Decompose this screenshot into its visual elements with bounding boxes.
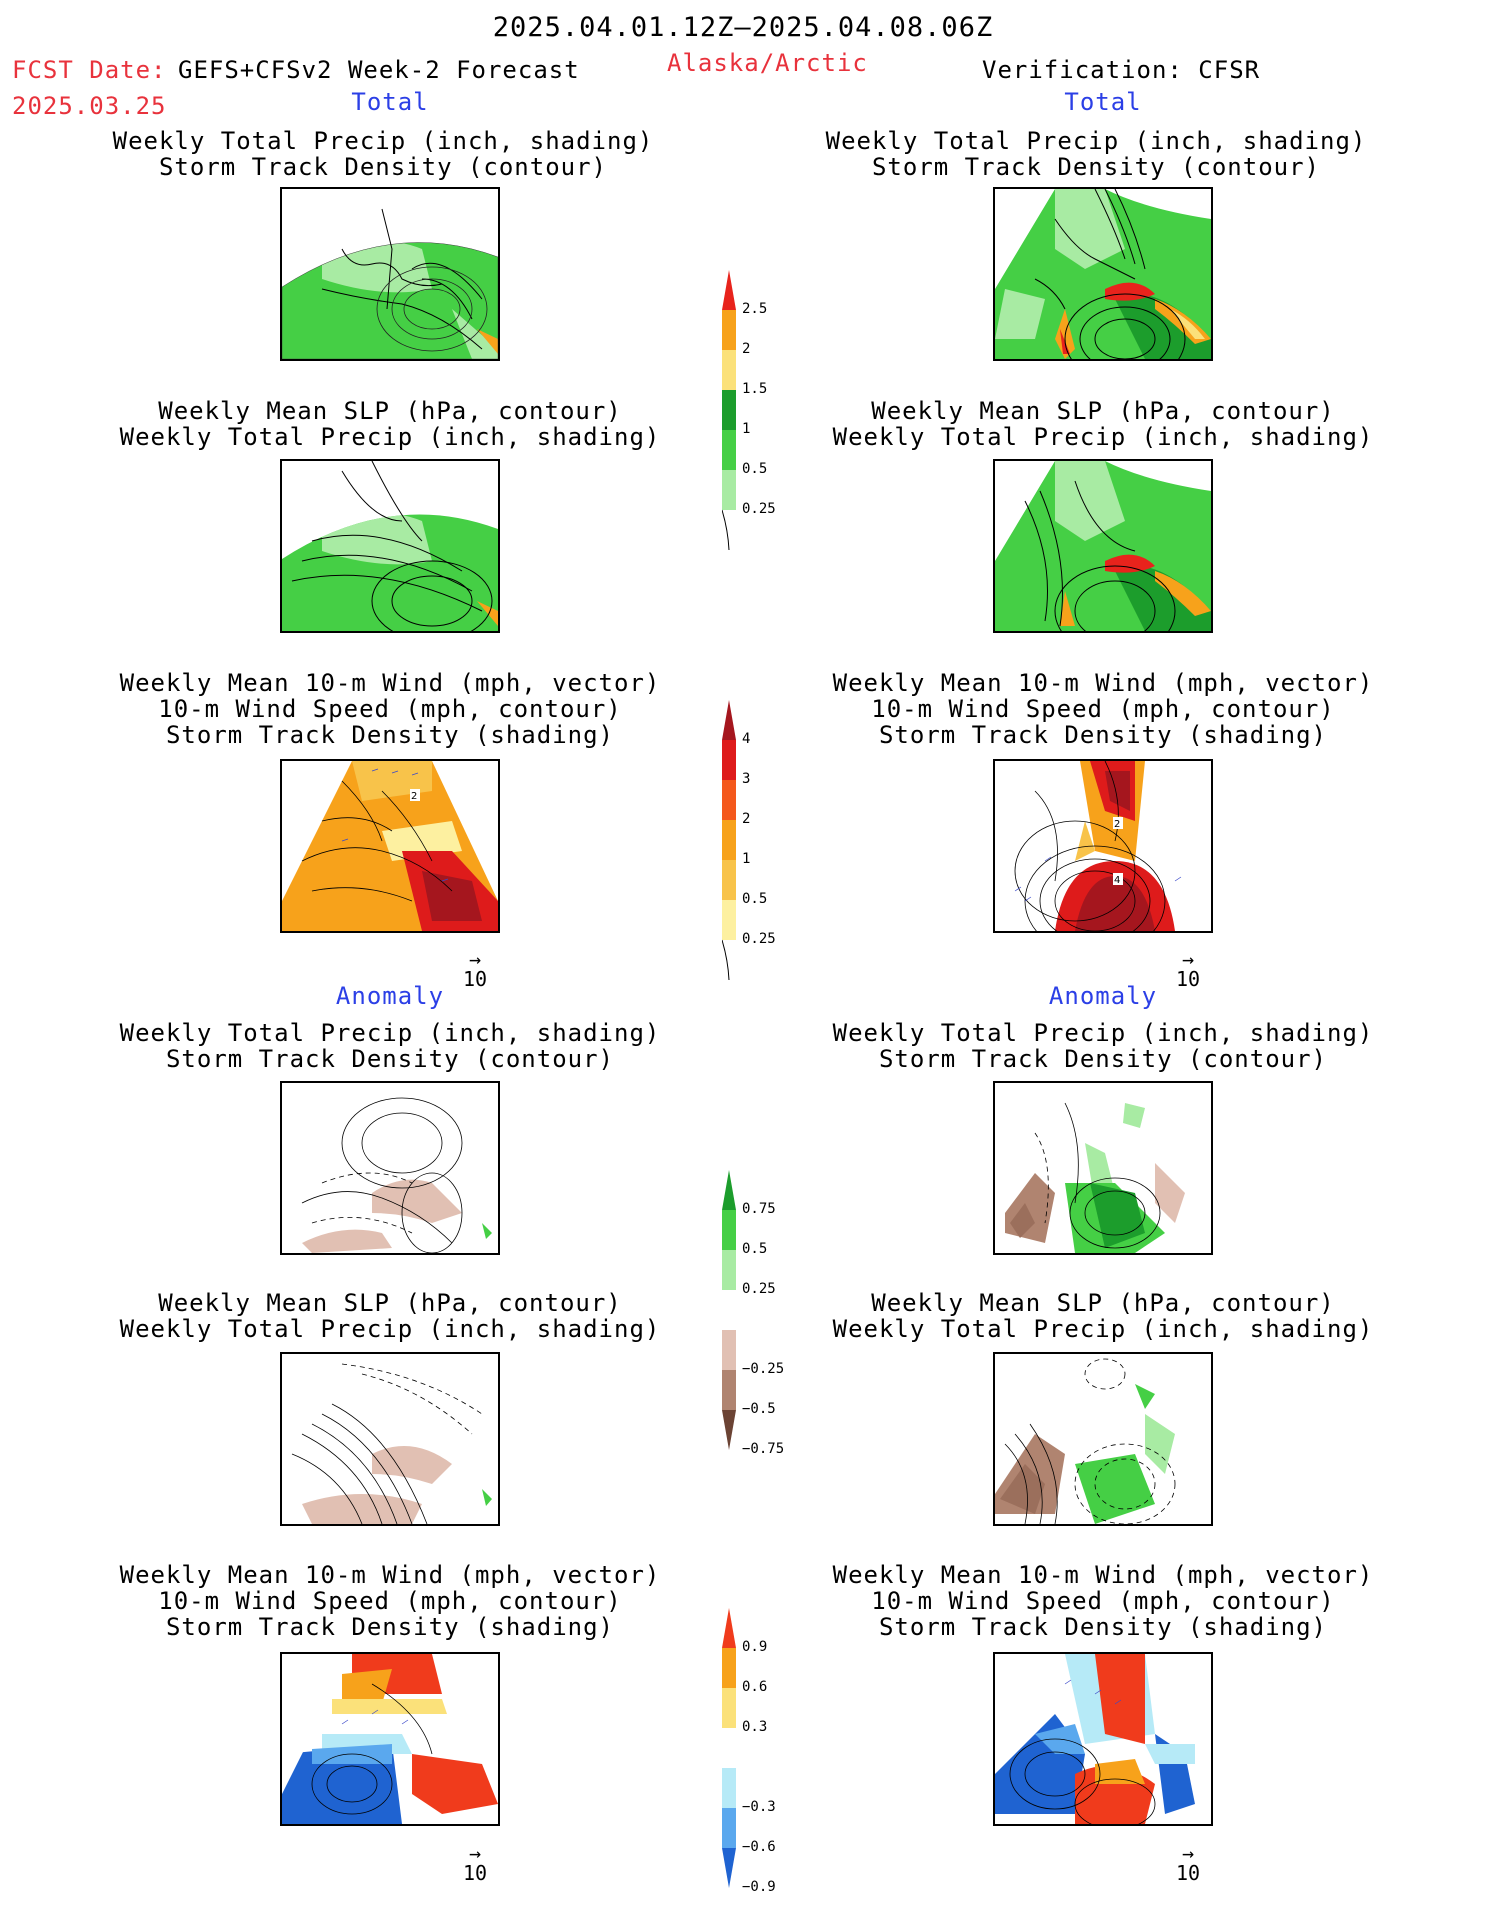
map-total-slp-precip-verification bbox=[993, 459, 1213, 633]
colorbar-segment bbox=[722, 430, 736, 470]
colorbar-segment bbox=[722, 740, 736, 780]
map-anom-precip-storm-verification bbox=[993, 1081, 1213, 1255]
colorbar-bottom-tail bbox=[722, 509, 730, 550]
map-total-slp-precip-forecast bbox=[280, 459, 500, 633]
colorbar-label: 2 bbox=[742, 811, 751, 827]
map-anom-slp-precip-verification bbox=[993, 1352, 1213, 1526]
colorbar-label: 4 bbox=[742, 731, 751, 747]
date-range-title: 2025.04.01.12Z–2025.04.08.06Z bbox=[492, 12, 994, 43]
section-total-left: Total bbox=[351, 88, 429, 116]
fcst-date: 2025.03.25 bbox=[12, 92, 167, 120]
colorbar-label: 0.6 bbox=[742, 1679, 768, 1695]
colorbar-label: 0.75 bbox=[742, 1201, 776, 1217]
region-title: Alaska/Arctic bbox=[667, 49, 868, 77]
panel-title-r1-right: Weekly Total Precip (inch, shading) Storm… bbox=[825, 127, 1367, 181]
colorbar-bottom-tail bbox=[722, 939, 730, 980]
panel-title-r5-right: Weekly Mean SLP (hPa, contour) Weekly Tot… bbox=[832, 1289, 1374, 1343]
colorbar-label: −0.75 bbox=[742, 1441, 785, 1457]
panel-title-r3-right: Weekly Mean 10-m Wind (mph, vector) 10-m … bbox=[832, 669, 1374, 749]
svg-text:4: 4 bbox=[1114, 875, 1120, 886]
vector-scale-r6-right: → 10 bbox=[1176, 1841, 1201, 1885]
map-anom-wind-storm-verification bbox=[993, 1652, 1213, 1826]
map-total-wind-storm-forecast: 2 bbox=[280, 759, 500, 933]
colorbar-label: −0.3 bbox=[742, 1799, 776, 1815]
panel-title-r1-left: Weekly Total Precip (inch, shading) Storm… bbox=[112, 127, 654, 181]
colorbar-segment bbox=[722, 390, 736, 430]
panel-title-r4-left: Weekly Total Precip (inch, shading) Storm… bbox=[119, 1019, 661, 1073]
colorbar-top-triangle bbox=[722, 270, 736, 310]
map-total-precip-storm-verification bbox=[993, 187, 1213, 361]
map-total-precip-storm-forecast bbox=[280, 187, 500, 361]
colorbar-segment bbox=[722, 1808, 736, 1848]
vector-scale-r3-right: → 10 bbox=[1176, 947, 1201, 991]
colorbar-storm-anomaly: 0.9 0.6 0.3 −0.3 −0.6 −0.9 bbox=[722, 1608, 802, 1895]
colorbar-label: −0.9 bbox=[742, 1879, 776, 1895]
colorbar-label: −0.5 bbox=[742, 1401, 776, 1417]
colorbar-label: 0.25 bbox=[742, 501, 776, 517]
colorbar-label: 0.25 bbox=[742, 1281, 776, 1297]
colorbar-label: −0.25 bbox=[742, 1361, 785, 1377]
colorbar-top-triangle bbox=[722, 1170, 736, 1210]
vector-scale-r3-left: → 10 bbox=[463, 947, 488, 991]
colorbar-label: 0.9 bbox=[742, 1639, 768, 1655]
colorbar-label: 1.5 bbox=[742, 381, 768, 397]
section-anomaly-left: Anomaly bbox=[335, 982, 445, 1010]
svg-text:2: 2 bbox=[411, 791, 417, 802]
colorbar-label: 3 bbox=[742, 771, 751, 787]
colorbar-label: 0.5 bbox=[742, 1241, 768, 1257]
panel-title-r3-left: Weekly Mean 10-m Wind (mph, vector) 10-m … bbox=[119, 669, 661, 749]
colorbar-segment bbox=[722, 820, 736, 860]
colorbar-bottom-triangle bbox=[722, 1410, 736, 1450]
colorbar-precip-anomaly: 0.75 0.5 0.25 −0.25 −0.5 −0.75 bbox=[722, 1170, 802, 1457]
colorbar-segment bbox=[722, 900, 736, 940]
panel-title-r2-right: Weekly Mean SLP (hPa, contour) Weekly Tot… bbox=[832, 397, 1374, 451]
colorbar-label: 0.5 bbox=[742, 891, 768, 907]
fcst-date-label: FCST Date: bbox=[12, 56, 167, 84]
colorbar-segment bbox=[722, 1330, 736, 1370]
panel-title-r5-left: Weekly Mean SLP (hPa, contour) Weekly Tot… bbox=[119, 1289, 661, 1343]
colorbar-segment bbox=[722, 780, 736, 820]
colorbar-label: 1 bbox=[742, 851, 751, 867]
map-total-wind-storm-verification: 2 4 bbox=[993, 759, 1213, 933]
colorbar-segment bbox=[722, 1290, 736, 1330]
map-anom-slp-precip-forecast bbox=[280, 1352, 500, 1526]
colorbar-top-triangle bbox=[722, 700, 736, 740]
colorbar-segment bbox=[722, 1728, 736, 1768]
colorbar-label: 0.5 bbox=[742, 461, 768, 477]
colorbar-segment bbox=[722, 1250, 736, 1290]
section-anomaly-right: Anomaly bbox=[1048, 982, 1158, 1010]
panel-title-r6-right: Weekly Mean 10-m Wind (mph, vector) 10-m … bbox=[832, 1561, 1374, 1641]
colorbar-label: 2.5 bbox=[742, 301, 768, 317]
svg-text:2: 2 bbox=[1114, 819, 1120, 830]
colorbar-label: 0.3 bbox=[742, 1719, 768, 1735]
colorbar-segment bbox=[722, 1210, 736, 1250]
section-total-right: Total bbox=[1064, 88, 1142, 116]
colorbar-bottom-triangle bbox=[722, 1848, 736, 1888]
colorbar-storm-total: 4 3 2 1 0.5 0.25 bbox=[722, 700, 802, 980]
panel-title-r6-left: Weekly Mean 10-m Wind (mph, vector) 10-m … bbox=[119, 1561, 661, 1641]
map-anom-wind-storm-forecast bbox=[280, 1652, 500, 1826]
colorbar-segment bbox=[722, 1370, 736, 1410]
panel-title-r2-left: Weekly Mean SLP (hPa, contour) Weekly Tot… bbox=[119, 397, 661, 451]
fcst-model: GEFS+CFSv2 Week-2 Forecast bbox=[178, 56, 580, 84]
map-anom-precip-storm-forecast bbox=[280, 1081, 500, 1255]
colorbar-segment bbox=[722, 350, 736, 390]
colorbar-segment bbox=[722, 1768, 736, 1808]
colorbar-segment bbox=[722, 1688, 736, 1728]
colorbar-label: 0.25 bbox=[742, 931, 776, 947]
colorbar-segment bbox=[722, 310, 736, 350]
colorbar-label: 1 bbox=[742, 421, 751, 437]
colorbar-label: 2 bbox=[742, 341, 751, 357]
colorbar-precip-total: 2.5 2 1.5 1 0.5 0.25 bbox=[722, 270, 802, 550]
colorbar-segment bbox=[722, 470, 736, 510]
panel-title-r4-right: Weekly Total Precip (inch, shading) Storm… bbox=[832, 1019, 1374, 1073]
colorbar-top-triangle bbox=[722, 1608, 736, 1648]
colorbar-label: −0.6 bbox=[742, 1839, 776, 1855]
colorbar-segment bbox=[722, 860, 736, 900]
vector-scale-r6-left: → 10 bbox=[463, 1841, 488, 1885]
colorbar-segment bbox=[722, 1648, 736, 1688]
verification-label: Verification: CFSR bbox=[982, 56, 1261, 84]
